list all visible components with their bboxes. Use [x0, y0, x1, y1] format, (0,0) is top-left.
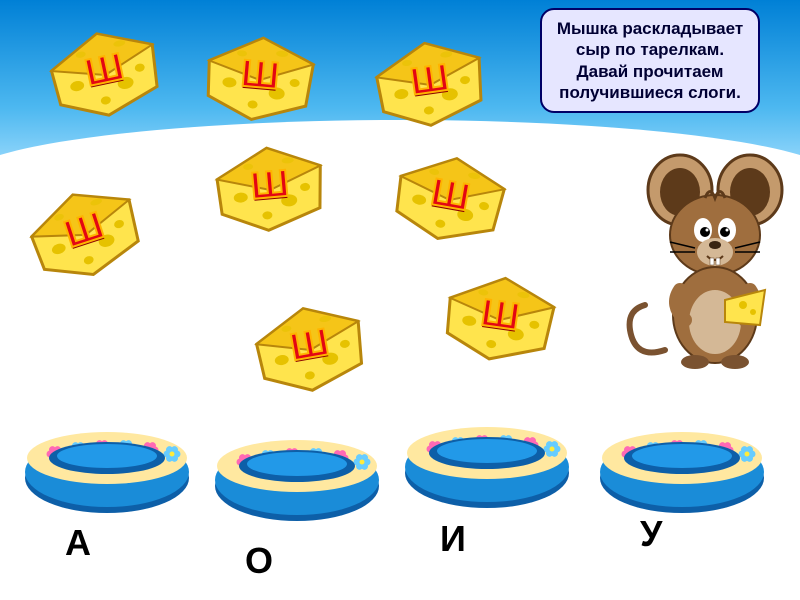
cheese-piece[interactable]: Ш	[196, 25, 324, 130]
cheese-piece[interactable]: Ш	[206, 135, 334, 240]
cheese-piece[interactable]: Ш	[364, 27, 496, 138]
bowl[interactable]	[20, 430, 195, 515]
bowl[interactable]	[400, 425, 575, 510]
cheese-letter: Ш	[478, 291, 522, 339]
cheese-piece[interactable]: Ш	[434, 262, 566, 373]
bowl-letter: У	[640, 513, 662, 555]
bowl[interactable]	[210, 438, 385, 523]
cheese-piece[interactable]: Ш	[383, 140, 518, 254]
bowl-letter: И	[440, 518, 466, 560]
cheese-letter: Ш	[287, 321, 332, 370]
cheese-letter: Ш	[249, 162, 291, 208]
speech-text: Мышка раскладывает сыр по тарелкам. Дава…	[557, 19, 743, 102]
speech-bubble: Мышка раскладывает сыр по тарелкам. Дава…	[540, 8, 760, 113]
bowl[interactable]	[595, 430, 770, 515]
mouse-character	[625, 150, 795, 370]
cheese-letter: Ш	[428, 171, 473, 220]
bowl-letter: А	[65, 522, 91, 564]
cheese-letter: Ш	[408, 56, 452, 104]
bowl-letter: О	[245, 540, 273, 582]
cheese-letter: Ш	[239, 52, 281, 98]
